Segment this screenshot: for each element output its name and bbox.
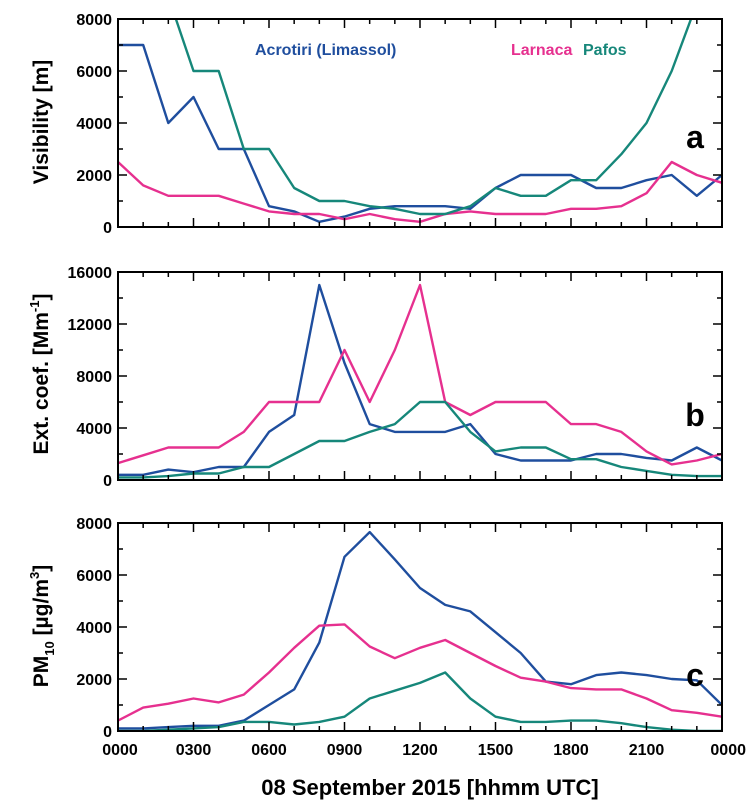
y-axis-label-visibility: Visibility [m] (30, 60, 53, 184)
x-tick-label: 0900 (327, 742, 363, 759)
y-axis-label-ext-coef: Ext. coef. [Mm-1] (27, 294, 53, 455)
series-line-acrotiri (118, 530, 722, 730)
panel-letter: a (686, 119, 704, 155)
x-tick-label: 0000 (710, 742, 746, 759)
x-tick-label: 2100 (629, 742, 665, 759)
plot-frame (117, 271, 723, 481)
y-tick-label: 6000 (76, 64, 112, 81)
y-axis-label-pm10-sub: 10 (42, 641, 57, 655)
legend-larnaca: Larnaca (511, 42, 572, 59)
x-tick-label: 1500 (478, 742, 514, 759)
y-tick-label: 0 (103, 724, 112, 741)
x-tick-label: 0300 (176, 742, 212, 759)
legend-acrotiri: Acrotiri (Limassol) (255, 42, 396, 59)
x-axis-title: 08 September 2015 [hhmm UTC] (261, 775, 598, 800)
y-axis-label-pm10-mid: [µg/m (30, 579, 53, 641)
y-axis-label-ext-coef-end: ] (30, 294, 53, 301)
y-axis-label-pm10-end: ] (30, 565, 53, 572)
series-line-pafos (118, 400, 722, 479)
y-tick-label: 8000 (76, 12, 112, 29)
series-line-pafos (174, 19, 693, 216)
panel-letter: c (686, 657, 704, 693)
panel-b: 0 4000 8000 12000 16000 b (68, 265, 723, 490)
panel-c: 0 2000 4000 6000 8000 c (76, 516, 723, 741)
series-line-acrotiri (118, 283, 722, 476)
series-group (118, 19, 722, 224)
x-tick-labels: 0000 0300 0600 0900 1200 1500 1800 2100 0000 (102, 742, 746, 759)
x-tick-label: 1200 (402, 742, 438, 759)
y-tick-label: 8000 (76, 516, 112, 533)
y-axis-label-ext-coef-main: Ext. coef. [Mm (30, 312, 53, 454)
y-tick-label: 4000 (76, 421, 112, 438)
y-tick-label: 6000 (76, 568, 112, 585)
x-tick-label: 1800 (553, 742, 589, 759)
y-tick-label: 8000 (76, 369, 112, 386)
y-tick-label: 0 (103, 473, 112, 490)
x-tick-label: 0000 (102, 742, 138, 759)
legend-pafos: Pafos (583, 42, 627, 59)
x-tick-label: 0600 (251, 742, 287, 759)
panel-letter: b (685, 397, 705, 433)
series-group (118, 530, 722, 731)
panel-a: 0 2000 4000 6000 8000 a (76, 12, 723, 237)
y-axis-label-ext-coef-sup: -1 (27, 301, 42, 313)
y-axis-label-pm10-main: PM (30, 656, 53, 688)
y-axis-label-pm10-sup: 3 (27, 572, 42, 579)
series-line-acrotiri (118, 43, 722, 224)
y-tick-label: 0 (103, 220, 112, 237)
y-tick-label: 2000 (76, 168, 112, 185)
series-line-larnaca (118, 283, 722, 466)
y-tick-label: 4000 (76, 116, 112, 133)
series-group (118, 283, 722, 479)
y-axis-label-pm10: PM10 [µg/m3] (27, 565, 57, 687)
y-tick-label: 2000 (76, 672, 112, 689)
y-tick-label: 16000 (68, 265, 113, 282)
y-tick-label: 12000 (68, 317, 113, 334)
series-line-larnaca (118, 623, 722, 722)
y-tick-label: 4000 (76, 620, 112, 637)
